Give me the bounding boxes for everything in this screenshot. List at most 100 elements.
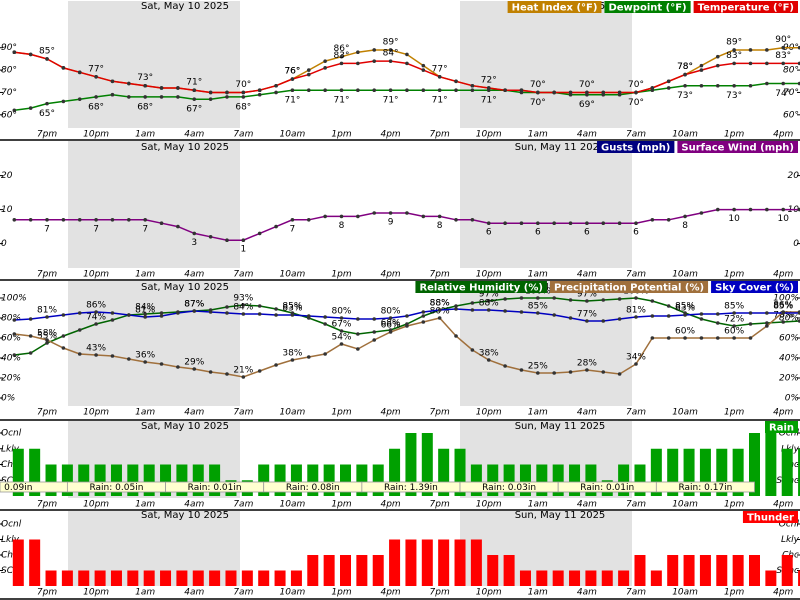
data-point — [192, 97, 197, 101]
x-tick-label: 1pm — [724, 500, 744, 510]
y-tick-label: 60% — [779, 334, 799, 344]
data-point — [290, 77, 295, 81]
data-point — [94, 75, 98, 79]
data-point — [28, 218, 33, 222]
data-point — [650, 336, 655, 340]
data-point — [94, 310, 98, 314]
x-tick-label: 1am — [528, 500, 548, 510]
data-point — [323, 214, 327, 219]
data-point — [748, 336, 753, 340]
y-tick-label: 80% — [779, 314, 799, 324]
data-point — [666, 86, 671, 90]
bar — [536, 570, 548, 586]
data-label: 68% — [381, 319, 401, 329]
bar — [798, 448, 800, 496]
rain-total: 0.09in — [4, 483, 32, 493]
legend-box — [597, 141, 675, 153]
bar — [356, 464, 368, 496]
bar — [470, 539, 482, 586]
bar — [192, 570, 204, 586]
x-tick-label: 4am — [577, 588, 597, 598]
bar — [45, 570, 57, 586]
data-point — [192, 88, 197, 93]
bar — [307, 555, 319, 586]
data-label: 86% — [773, 301, 793, 311]
data-point — [601, 298, 606, 302]
data-point — [797, 311, 800, 315]
data-point — [405, 324, 409, 328]
x-tick-label: 7pm — [37, 130, 57, 140]
data-point — [732, 324, 736, 328]
data-point — [61, 218, 66, 222]
bar — [78, 464, 90, 496]
data-point — [486, 308, 491, 312]
data-point — [732, 207, 736, 212]
data-label: 83° — [726, 51, 742, 61]
bar — [307, 464, 319, 496]
x-tick-label: 10am — [280, 130, 306, 140]
data-point — [257, 304, 262, 308]
date-label: Sun, May 11 2025 — [515, 142, 606, 153]
y-tick-label: 20 — [788, 171, 800, 181]
bar — [110, 464, 122, 496]
y-tick-label: SChc — [1, 476, 24, 486]
data-point — [405, 314, 409, 318]
data-label: 7 — [93, 224, 99, 234]
data-point — [143, 360, 147, 364]
data-point — [77, 352, 82, 356]
data-point — [781, 45, 786, 50]
y-tick-label: 90° — [1, 43, 17, 53]
bar — [389, 539, 401, 586]
data-point — [797, 81, 800, 86]
data-point — [519, 310, 524, 314]
data-label: 67° — [186, 105, 202, 115]
data-point — [12, 108, 17, 113]
x-tick-label: 10pm — [476, 500, 502, 510]
x-tick-label: 7pm — [37, 408, 57, 418]
data-point — [536, 311, 540, 315]
data-label: 86° — [334, 44, 350, 54]
data-point — [306, 72, 311, 77]
x-tick-label: 7pm — [37, 270, 57, 280]
data-label: 74° — [775, 89, 791, 99]
bar — [127, 570, 139, 586]
data-point — [225, 90, 229, 95]
data-label: 88% — [430, 299, 450, 309]
x-tick-label: 7pm — [37, 500, 57, 510]
data-point — [634, 362, 638, 366]
data-point — [405, 52, 409, 57]
data-label: 81% — [626, 306, 646, 316]
x-tick-label: 10am — [672, 500, 698, 510]
data-label: 70° — [235, 80, 251, 90]
data-label: 70° — [530, 80, 546, 90]
data-point — [356, 61, 360, 66]
night-shade — [460, 141, 632, 268]
data-point — [437, 88, 442, 93]
data-point — [339, 61, 344, 66]
data-point — [568, 221, 573, 225]
rain-total: Rain: 0.03in — [482, 483, 536, 493]
bar — [389, 448, 401, 496]
y-tick-label: 100% — [1, 294, 27, 304]
bar — [143, 464, 155, 496]
data-point — [45, 101, 49, 106]
data-point — [437, 214, 442, 219]
bar — [241, 570, 253, 586]
bar — [143, 570, 155, 586]
data-point — [12, 218, 17, 222]
data-point — [290, 358, 295, 362]
data-point — [470, 348, 475, 352]
bar — [503, 555, 515, 586]
date-label: Sat, May 10 2025 — [141, 510, 229, 521]
y-tick-label: Ocnl — [1, 429, 22, 439]
data-point — [470, 301, 475, 305]
data-point — [568, 316, 573, 320]
data-label: 60% — [724, 327, 744, 337]
data-point — [437, 308, 442, 312]
x-tick-label: 10am — [672, 130, 698, 140]
data-point — [797, 319, 800, 323]
x-tick-label: 10am — [672, 408, 698, 418]
x-tick-label: 1am — [135, 270, 155, 280]
bar — [421, 539, 433, 586]
data-label: 73° — [677, 91, 693, 101]
